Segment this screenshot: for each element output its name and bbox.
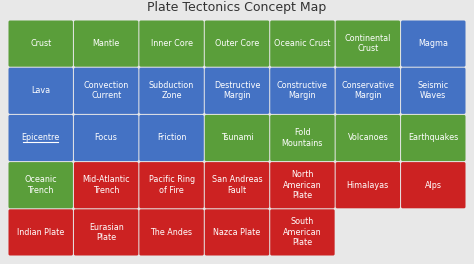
FancyBboxPatch shape xyxy=(74,115,138,161)
Text: Magma: Magma xyxy=(418,39,448,48)
Text: Friction: Friction xyxy=(157,134,186,143)
Text: Nazca Plate: Nazca Plate xyxy=(213,228,261,237)
Text: Alps: Alps xyxy=(425,181,442,190)
FancyBboxPatch shape xyxy=(270,21,335,67)
Text: South
American
Plate: South American Plate xyxy=(283,218,322,247)
Text: Crust: Crust xyxy=(30,39,51,48)
FancyBboxPatch shape xyxy=(270,115,335,161)
Text: Conservative
Margin: Conservative Margin xyxy=(341,81,394,101)
Text: Plate Tectonics Concept Map: Plate Tectonics Concept Map xyxy=(147,1,327,14)
FancyBboxPatch shape xyxy=(74,162,138,208)
FancyBboxPatch shape xyxy=(205,21,269,67)
FancyBboxPatch shape xyxy=(401,68,465,114)
Text: Continental
Crust: Continental Crust xyxy=(345,34,391,53)
FancyBboxPatch shape xyxy=(336,68,400,114)
Text: Mantle: Mantle xyxy=(92,39,120,48)
FancyBboxPatch shape xyxy=(270,162,335,208)
Text: The Andes: The Andes xyxy=(151,228,192,237)
Text: Seismic
Waves: Seismic Waves xyxy=(418,81,449,101)
FancyBboxPatch shape xyxy=(74,21,138,67)
FancyBboxPatch shape xyxy=(139,68,204,114)
FancyBboxPatch shape xyxy=(9,21,73,67)
Text: Constructive
Margin: Constructive Margin xyxy=(277,81,328,101)
Text: Himalayas: Himalayas xyxy=(347,181,389,190)
FancyBboxPatch shape xyxy=(205,162,269,208)
Text: Lava: Lava xyxy=(31,86,50,95)
FancyBboxPatch shape xyxy=(139,162,204,208)
FancyBboxPatch shape xyxy=(401,115,465,161)
FancyBboxPatch shape xyxy=(74,209,138,256)
Text: Tsunami: Tsunami xyxy=(220,134,254,143)
Text: Indian Plate: Indian Plate xyxy=(17,228,64,237)
FancyBboxPatch shape xyxy=(9,115,73,161)
FancyBboxPatch shape xyxy=(336,115,400,161)
FancyBboxPatch shape xyxy=(205,115,269,161)
FancyBboxPatch shape xyxy=(205,209,269,256)
Text: Epicentre: Epicentre xyxy=(22,134,60,143)
FancyBboxPatch shape xyxy=(270,209,335,256)
Text: Mid-Atlantic
Trench: Mid-Atlantic Trench xyxy=(82,176,130,195)
FancyBboxPatch shape xyxy=(336,21,400,67)
Text: Focus: Focus xyxy=(95,134,118,143)
FancyBboxPatch shape xyxy=(139,21,204,67)
FancyBboxPatch shape xyxy=(9,162,73,208)
FancyBboxPatch shape xyxy=(9,209,73,256)
Text: Eurasian
Plate: Eurasian Plate xyxy=(89,223,124,242)
Text: Volcanoes: Volcanoes xyxy=(347,134,388,143)
FancyBboxPatch shape xyxy=(74,68,138,114)
Text: North
American
Plate: North American Plate xyxy=(283,170,322,200)
FancyBboxPatch shape xyxy=(270,68,335,114)
FancyBboxPatch shape xyxy=(401,162,465,208)
FancyBboxPatch shape xyxy=(139,115,204,161)
Text: Subduction
Zone: Subduction Zone xyxy=(149,81,194,101)
FancyBboxPatch shape xyxy=(401,21,465,67)
FancyBboxPatch shape xyxy=(336,162,400,208)
Text: Earthquakes: Earthquakes xyxy=(408,134,458,143)
FancyBboxPatch shape xyxy=(205,68,269,114)
Text: Pacific Ring
of Fire: Pacific Ring of Fire xyxy=(148,176,195,195)
FancyBboxPatch shape xyxy=(9,68,73,114)
Text: Inner Core: Inner Core xyxy=(151,39,192,48)
Text: San Andreas
Fault: San Andreas Fault xyxy=(212,176,262,195)
Text: Destructive
Margin: Destructive Margin xyxy=(214,81,260,101)
Text: Convection
Current: Convection Current xyxy=(83,81,129,101)
Text: Outer Core: Outer Core xyxy=(215,39,259,48)
Text: Fold
Mountains: Fold Mountains xyxy=(282,128,323,148)
Text: Oceanic
Trench: Oceanic Trench xyxy=(24,176,57,195)
Text: Oceanic Crust: Oceanic Crust xyxy=(274,39,331,48)
FancyBboxPatch shape xyxy=(139,209,204,256)
